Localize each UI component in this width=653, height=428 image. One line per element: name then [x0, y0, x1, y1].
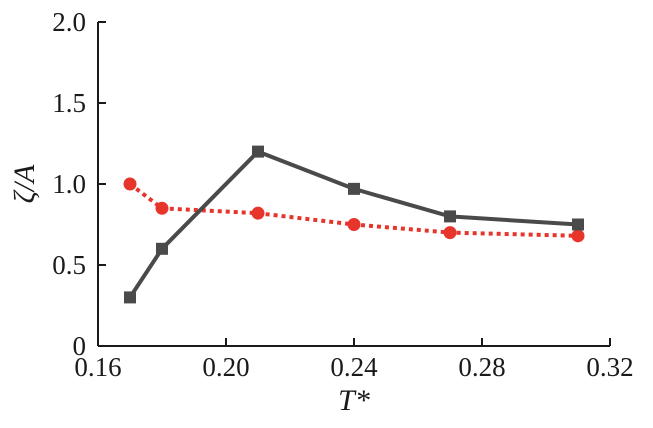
series-1-point [572, 218, 584, 231]
series-2-point [347, 218, 361, 231]
x-tick-label: 0.20 [202, 352, 249, 382]
y-axis-title: ζ/A [8, 164, 41, 203]
y-tick-label: 1.5 [52, 88, 86, 118]
series-1-point [252, 145, 264, 158]
series-1-point [348, 182, 360, 195]
x-tick-label: 0.28 [458, 352, 505, 382]
x-tick-label: 0.32 [586, 352, 633, 382]
x-tick-label: 0.16 [74, 352, 121, 382]
series-2-point [155, 201, 169, 215]
series-2 [123, 177, 585, 243]
series-1-point [124, 291, 136, 304]
x-axis-title: T* [338, 384, 370, 417]
series-2-point [571, 229, 585, 243]
axes: 0.16 0.20 0.24 0.28 0.32 0 0.5 1.0 1.5 2.0 [52, 7, 633, 382]
series-2-point [123, 177, 137, 191]
series-1-point [156, 242, 168, 255]
y-tick-label: 0.5 [52, 250, 86, 280]
y-tick-label: 0 [73, 331, 87, 361]
x-tick-label: 0.24 [330, 352, 378, 382]
y-tick-label: 2.0 [52, 7, 86, 37]
series-1-line [128, 149, 579, 299]
series-2-line [128, 182, 579, 238]
series-1 [124, 145, 584, 304]
y-tick-label: 1.0 [52, 169, 86, 199]
series-2-point [443, 226, 457, 240]
series-layer [123, 145, 585, 304]
series-2-point [251, 206, 265, 220]
series-1-point [444, 210, 456, 223]
